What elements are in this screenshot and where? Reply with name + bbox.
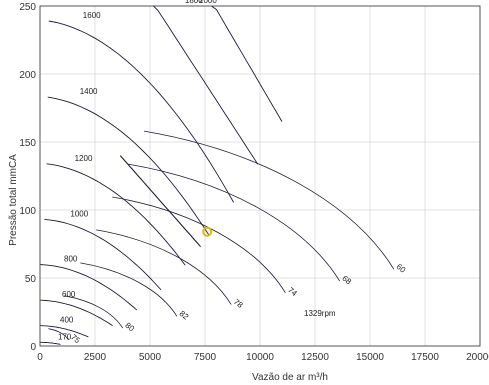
plot-frame (39, 5, 481, 347)
efficiency-curve-label: 80 (123, 321, 136, 334)
speed-curve-label: 1000 (70, 209, 88, 218)
performance-curves (39, 5, 395, 345)
speed-curve-label: 170 (58, 332, 72, 341)
speed-curve-label: 1400 (80, 87, 98, 96)
speed-curve (161, 5, 283, 122)
speed-curve-label: 600 (62, 290, 76, 299)
efficiency-curve (144, 130, 395, 270)
x-tick-label: 10000 (246, 352, 274, 363)
efficiency-curve-label: 74 (286, 285, 299, 298)
x-tick-label: 15000 (356, 352, 384, 363)
y-tick-label: 100 (19, 206, 36, 217)
grid-lines (39, 5, 481, 347)
speed-curve-label: 1600 (83, 11, 101, 20)
speed-curve (39, 264, 138, 311)
x-tick-label: 2500 (84, 352, 107, 363)
speed-curve-label: 800 (64, 255, 78, 264)
x-tick-label: 17500 (411, 352, 439, 363)
y-axis-title: Pressão total mmCA (8, 154, 19, 246)
efficiency-curve (80, 262, 178, 317)
x-tick-label: 7500 (194, 352, 217, 363)
speed-curve (39, 325, 89, 338)
speed-curve-label: 400 (60, 316, 74, 325)
y-tick-label: 50 (25, 274, 37, 285)
y-tick-label: 150 (19, 138, 36, 149)
x-tick-label: 12500 (301, 352, 329, 363)
operating-point-marker (202, 226, 213, 237)
speed-curve (48, 20, 234, 203)
efficiency-curve-label: 82 (178, 309, 191, 322)
speed-curve (46, 163, 186, 266)
efficiency-curve (48, 328, 69, 341)
efficiency-curve-label: 78 (232, 297, 245, 310)
speed-curve (119, 155, 202, 248)
y-tick-label: 200 (19, 70, 36, 81)
efficiency-curve-label: 60 (395, 262, 408, 275)
efficiency-curve-label: 68 (340, 274, 353, 287)
speed-curve-label: 1200 (75, 154, 93, 163)
efficiency-curve (112, 196, 286, 294)
speed-curve-label: 1800 (185, 0, 203, 5)
x-tick-label: 0 (37, 352, 43, 363)
x-axis-title: Vazão de ar m³/h (252, 372, 328, 383)
efficiency-curve (128, 163, 341, 282)
efficiency-curve (64, 295, 124, 329)
speed-curve (44, 218, 162, 291)
speed-curve (148, 5, 259, 165)
y-tick-label: 250 (19, 2, 36, 13)
x-tick-label: 5000 (139, 352, 162, 363)
speed-curve-label: 2000 (199, 0, 217, 5)
curve-labels: 170 400 600 800 1000 1200 1329rpm 1400 1600 18002… (58, 0, 408, 345)
speed-curve (39, 299, 113, 327)
y-tick-label: 0 (30, 342, 36, 353)
efficiency-curve (96, 229, 232, 305)
speed-curve-label: 1329rpm (304, 309, 336, 318)
speed-curve (47, 96, 210, 237)
speed-curve (40, 341, 61, 345)
